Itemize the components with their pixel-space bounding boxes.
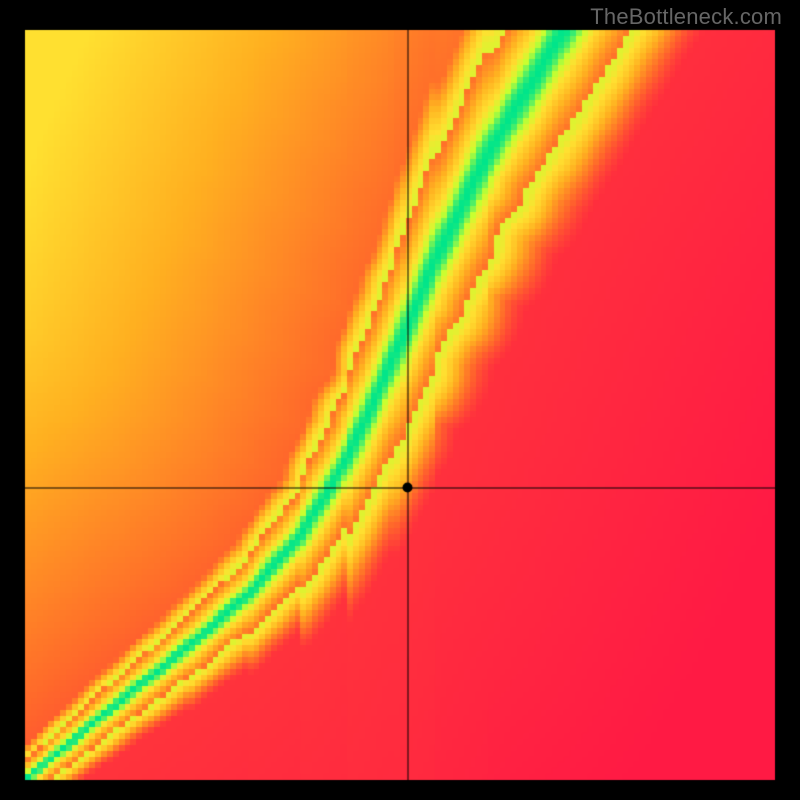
watermark-text: TheBottleneck.com — [590, 4, 782, 30]
heatmap-plot — [0, 0, 800, 800]
